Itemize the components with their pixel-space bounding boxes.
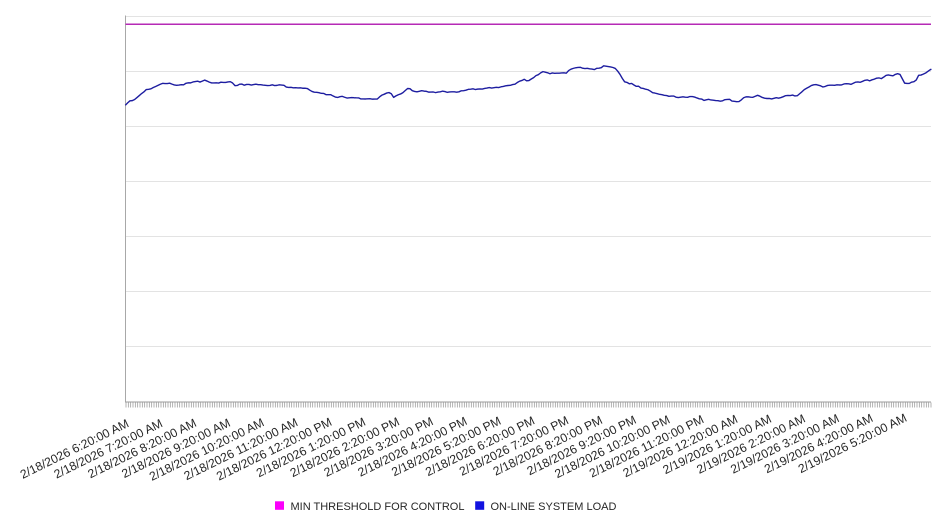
svg-text:MIN THRESHOLD FOR CONTROL: MIN THRESHOLD FOR CONTROL <box>291 501 465 513</box>
svg-text:ON-LINE SYSTEM LOAD: ON-LINE SYSTEM LOAD <box>491 501 617 513</box>
